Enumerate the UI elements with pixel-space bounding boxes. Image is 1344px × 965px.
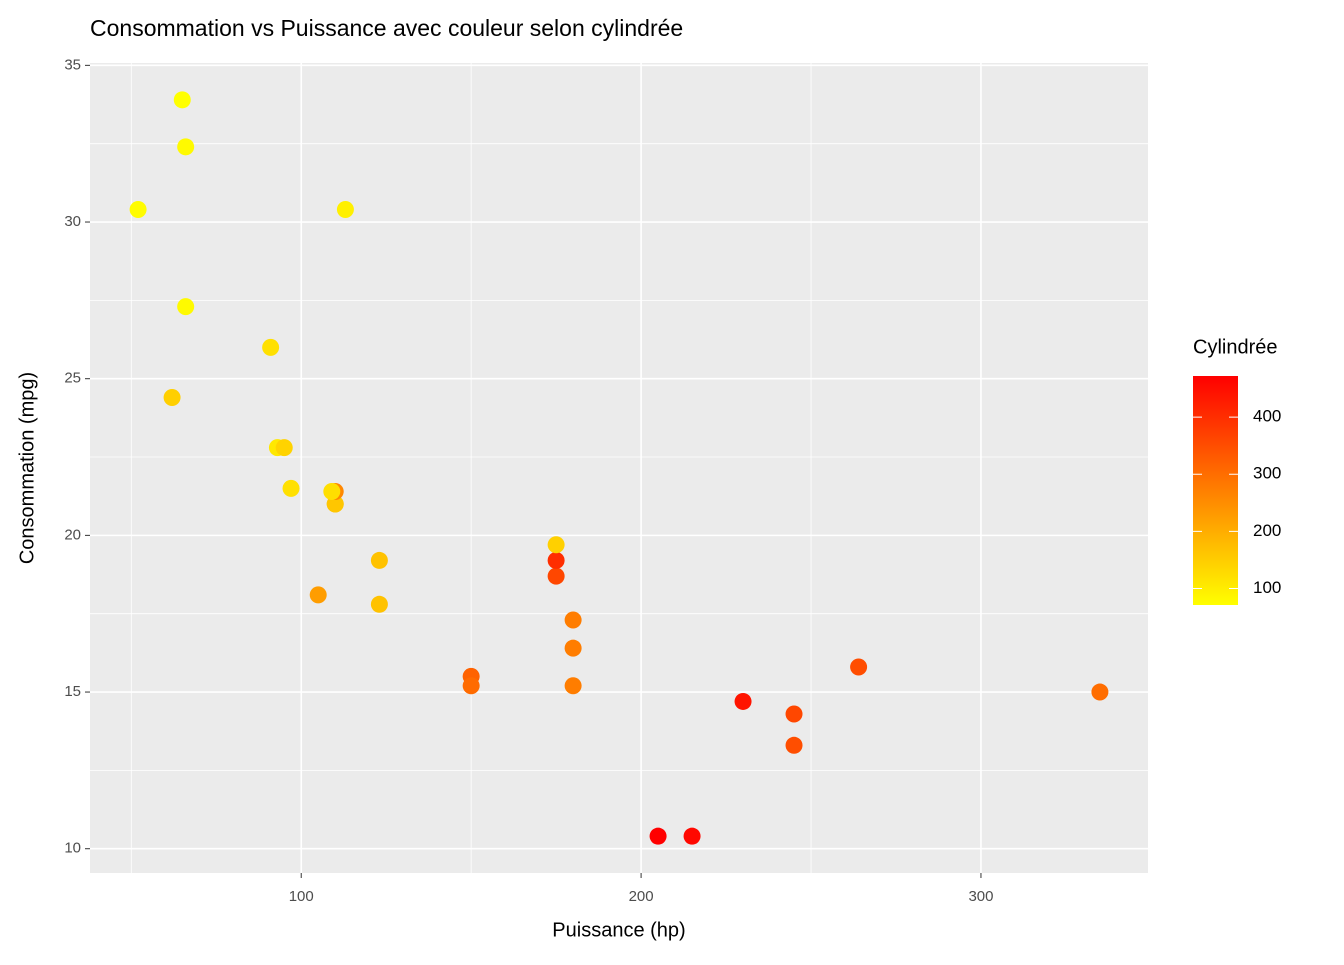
x-tick-label: 200 [629, 888, 654, 905]
point [262, 338, 280, 356]
colorbar-label: 400 [1253, 407, 1281, 426]
point [547, 536, 565, 554]
point [649, 827, 667, 845]
point [173, 91, 191, 109]
point [177, 138, 195, 156]
x-axis-title: Puissance (hp) [552, 919, 685, 941]
point [785, 705, 803, 723]
point [370, 595, 388, 613]
y-tick-label: 25 [64, 370, 81, 387]
point [547, 551, 565, 569]
point [850, 658, 868, 676]
y-tick-label: 15 [64, 683, 81, 700]
point [163, 388, 181, 406]
chart-title: Consommation vs Puissance avec couleur s… [90, 15, 683, 41]
y-tick-label: 35 [64, 56, 81, 73]
panel [90, 63, 1148, 873]
point [462, 677, 480, 695]
point [336, 200, 354, 218]
y-axis-title: Consommation (mpg) [16, 372, 38, 564]
point [370, 551, 388, 569]
x-tick-label: 100 [289, 888, 314, 905]
point [129, 200, 147, 218]
point [785, 736, 803, 754]
point [564, 611, 582, 629]
point [564, 639, 582, 657]
point [177, 298, 195, 316]
point [564, 677, 582, 695]
point [309, 586, 327, 604]
point [275, 439, 293, 457]
y-tick-label: 20 [64, 526, 81, 543]
point [547, 567, 565, 585]
point [1091, 683, 1109, 701]
colorbar-label: 300 [1253, 464, 1281, 483]
point [734, 692, 752, 710]
point [683, 827, 701, 845]
y-tick-label: 10 [64, 840, 81, 857]
point [323, 483, 341, 501]
point [282, 479, 300, 497]
x-tick-label: 300 [968, 888, 993, 905]
colorbar [1193, 376, 1238, 605]
colorbar-label: 100 [1253, 578, 1281, 597]
y-tick-label: 30 [64, 213, 81, 230]
colorbar-label: 200 [1253, 521, 1281, 540]
legend-title: Cylindrée [1193, 336, 1277, 358]
